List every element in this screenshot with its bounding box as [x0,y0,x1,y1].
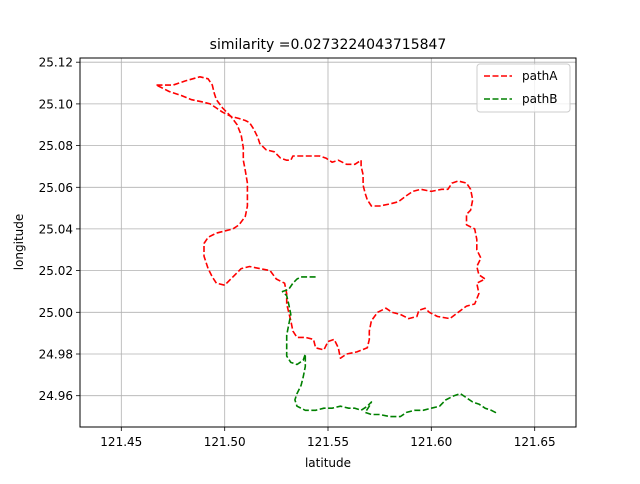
y-tick-label: 25.08 [39,139,73,153]
y-tick-label: 24.98 [39,348,73,362]
x-tick-label: 121.55 [307,435,349,449]
legend: pathA pathB [476,63,571,113]
y-tick-label: 25.00 [39,306,73,320]
y-tick-label: 25.10 [39,97,73,111]
grid [80,58,576,427]
x-tick-label: 121.60 [410,435,452,449]
chart-title: similarity =0.0273224043715847 [210,37,447,53]
series-line-patha [156,76,486,359]
x-tick-label: 121.65 [514,435,556,449]
y-tick-label: 24.96 [39,389,73,403]
y-tick-label: 25.12 [39,56,73,70]
y-axis-label: longitude [12,214,26,271]
y-axis: 24.96 24.98 25.00 25.02 25.04 25.06 25.08 25.10… [39,56,80,403]
y-tick-label: 25.04 [39,222,73,236]
x-axis-label: latitude [305,456,351,470]
series-line-pathb [281,276,497,418]
legend-label-patha: pathA [522,69,558,83]
y-tick-label: 25.06 [39,181,73,195]
series-layer [156,76,497,418]
y-tick-label: 25.02 [39,264,73,278]
x-tick-label: 121.45 [100,435,142,449]
legend-label-pathb: pathB [522,92,558,106]
legend-box [476,63,571,113]
x-axis: 121.45 121.50 121.55 121.60 121.65 [100,427,556,449]
x-tick-label: 121.50 [204,435,246,449]
